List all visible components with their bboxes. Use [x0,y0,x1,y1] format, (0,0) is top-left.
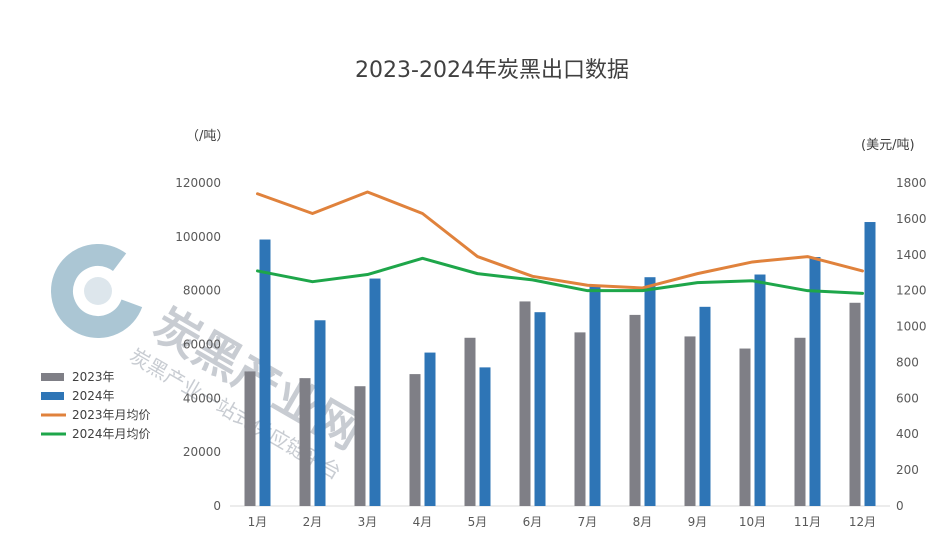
bar [314,320,326,506]
bar [644,277,656,506]
right-axis-tick-label: 200 [896,463,919,477]
right-axis-tick-label: 600 [896,391,919,405]
chart-title: 2023-2024年炭黑出口数据 [355,58,629,83]
bar [809,257,821,506]
bar [699,306,711,506]
bar [299,378,311,506]
x-axis-tick-label: 4月 [413,515,433,529]
right-axis-title: (美元/吨) [861,138,915,153]
legend-label: 2023年 [72,370,115,384]
bar [629,314,641,506]
bar [574,332,586,506]
bar [259,239,271,506]
bar [864,222,876,506]
x-axis-tick-label: 9月 [688,515,708,529]
left-axis-tick-label: 120000 [175,176,221,190]
x-axis-tick-label: 7月 [578,515,598,529]
bars-layer [244,222,876,506]
bar [739,348,751,506]
bar [464,337,476,506]
bar [534,312,546,506]
right-axis-tick-label: 400 [896,427,919,441]
x-axis-tick-label: 10月 [739,515,766,529]
x-axis-tick-label: 3月 [358,515,378,529]
lines-layer [256,190,864,295]
right-axis-tick-label: 1000 [896,320,927,334]
legend: 2023年 2024年 2023年月均价 2024年月均价 [41,370,151,441]
left-axis-tick-label: 0 [213,499,221,513]
x-axis-tick-label: 1月 [248,515,268,529]
bar [369,278,381,506]
x-axis-tick-label: 5月 [468,515,488,529]
bar [519,301,531,506]
right-axis-tick-label: 1400 [896,248,927,262]
x-axis-tick-label: 12月 [849,515,876,529]
right-axis-tick-label: 800 [896,355,919,369]
legend-swatch [41,373,64,381]
right-axis-tick-label: 1600 [896,212,927,226]
series-line [256,256,864,295]
right-axis-tick-label: 1800 [896,176,927,190]
legend-label: 2023年月均价 [72,408,151,422]
x-axis-tick-label: 2月 [303,515,323,529]
left-axis-tick-label: 40000 [183,391,221,405]
legend-label: 2024年月均价 [72,427,151,441]
x-axis-tick-label: 8月 [633,515,653,529]
right-axis-tick-label: 1200 [896,284,927,298]
x-axis-tick-label: 11月 [794,515,821,529]
bar [849,302,861,506]
x-axis-tick-label: 6月 [523,515,543,529]
left-axis-title: （/吨） [186,129,229,144]
axes: 0 20000 40000 60000 80000 100000 120000 0 200 400… [175,129,926,529]
c-logo-icon [51,244,145,338]
left-axis-tick-label: 20000 [183,445,221,459]
bar [794,337,806,506]
bar [424,352,436,506]
bar [684,336,696,506]
right-axis-tick-label: 0 [896,499,904,513]
series-line [256,190,864,290]
left-axis-tick-label: 80000 [183,284,221,298]
legend-label: 2024年 [72,389,115,403]
bar [479,367,491,506]
left-axis-tick-label: 60000 [183,338,221,352]
bar [244,371,256,506]
bar [589,286,601,506]
legend-swatch [41,392,64,400]
left-axis-tick-label: 100000 [175,230,221,244]
bar [354,386,366,506]
bar [754,274,766,506]
bar [409,374,421,506]
